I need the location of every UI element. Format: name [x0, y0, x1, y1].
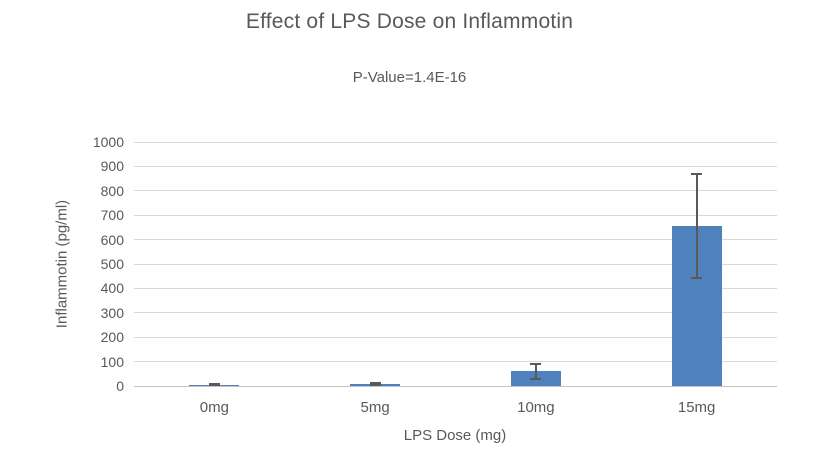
x-category-label-10mg: 10mg [517, 399, 555, 416]
gridline [134, 287, 777, 289]
error-bar-bottom-cap-15mg [691, 276, 703, 279]
x-axis-title: LPS Dose (mg) [403, 427, 507, 444]
gridline [134, 141, 777, 143]
error-bar-bottom-cap-5mg [369, 383, 381, 386]
gridline [134, 263, 777, 265]
y-tick-label: 900 [100, 158, 124, 175]
gridline [134, 190, 777, 192]
chart-title: Effect of LPS Dose on Inflammotin [245, 10, 574, 33]
error-bar-top-cap-5mg [369, 381, 381, 384]
gridline [134, 165, 777, 167]
error-bar-top-cap-10mg [530, 363, 542, 366]
x-axis-line [134, 385, 777, 387]
y-tick-label: 700 [100, 207, 124, 224]
error-bar-bottom-cap-10mg [530, 377, 542, 380]
gridline [134, 361, 777, 363]
gridline [134, 336, 777, 338]
x-category-label-15mg: 15mg [677, 399, 716, 416]
gridline [134, 214, 777, 216]
chart-subtitle: P-Value=1.4E-16 [352, 69, 467, 86]
error-bar-top-cap-15mg [691, 173, 703, 176]
y-tick-label: 0 [116, 378, 124, 394]
gridline [134, 239, 777, 241]
y-tick-label: 600 [100, 231, 124, 248]
error-bar-stem-15mg [695, 174, 698, 278]
y-tick-label: 500 [100, 256, 124, 272]
error-bar-bottom-cap-0mg [208, 384, 220, 387]
y-tick-label: 100 [100, 353, 124, 370]
x-category-label-0mg: 0mg [199, 399, 229, 416]
y-tick-label: 200 [100, 329, 124, 346]
error-bar-stem-10mg [534, 364, 537, 379]
y-tick-label: 300 [100, 304, 124, 321]
gridline [134, 312, 777, 314]
x-category-label-5mg: 5mg [360, 399, 390, 416]
y-tick-label: 400 [100, 280, 124, 297]
y-tick-label: 1000 [92, 134, 124, 150]
y-tick-label: 800 [100, 182, 124, 199]
